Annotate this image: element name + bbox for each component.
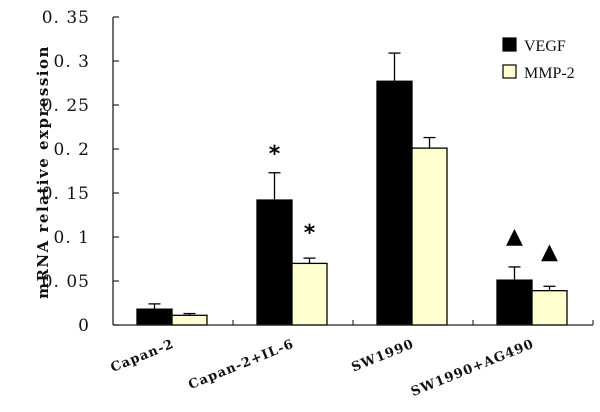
bar-mmp-2 bbox=[171, 314, 208, 326]
y-axis-ticks: 0 0. 05 0. 1 0. 15 0. 2 0. 25 0. 3 0. 35 bbox=[42, 8, 119, 336]
legend-label: MMP-2 bbox=[524, 65, 575, 82]
legend-swatch-mmp-2 bbox=[502, 64, 517, 79]
x-category-label: Capan-2+IL-6 bbox=[186, 337, 296, 393]
y-tick-label: 0. 15 bbox=[42, 184, 90, 204]
y-tick-label: 0. 2 bbox=[54, 140, 90, 160]
y-axis-label: mRNA relative expression bbox=[34, 45, 52, 299]
x-category-label: SW1990+AG490 bbox=[409, 337, 536, 400]
asterisk-marker: * bbox=[269, 142, 281, 167]
bar-vegf bbox=[496, 279, 533, 326]
bar-mmp-2 bbox=[411, 147, 448, 326]
bar-vegf bbox=[256, 199, 293, 326]
y-tick-label: 0 bbox=[78, 316, 90, 336]
legend: VEGF MMP-2 bbox=[502, 37, 575, 82]
x-category-label: SW1990 bbox=[350, 337, 417, 376]
bar-mmp-2 bbox=[291, 262, 328, 326]
y-axis-title: mRNA relative expression bbox=[34, 45, 52, 299]
asterisk-marker: * bbox=[304, 221, 316, 246]
y-tick-label: 0. 35 bbox=[42, 8, 90, 28]
bar-vegf bbox=[376, 80, 413, 326]
x-category-label: Capan-2 bbox=[109, 337, 177, 376]
bar-mmp-2 bbox=[531, 290, 568, 326]
legend-label: VEGF bbox=[524, 38, 566, 55]
significance-markers: * * ▲ ▲ bbox=[269, 142, 558, 265]
triangle-marker: ▲ bbox=[541, 239, 558, 264]
bars bbox=[136, 52, 568, 326]
bar-vegf bbox=[136, 308, 173, 326]
triangle-marker: ▲ bbox=[506, 224, 523, 249]
y-tick-label: 0. 25 bbox=[42, 96, 90, 116]
y-tick-label: 0. 3 bbox=[54, 52, 90, 72]
axes bbox=[112, 17, 594, 326]
legend-swatch-vegf bbox=[502, 37, 517, 52]
y-tick-label: 0. 05 bbox=[42, 272, 90, 292]
y-tick-label: 0. 1 bbox=[54, 228, 90, 248]
